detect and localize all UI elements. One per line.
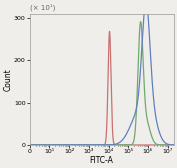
Y-axis label: Count: Count	[4, 68, 12, 91]
X-axis label: FITC-A: FITC-A	[90, 156, 114, 164]
Text: (× 10¹): (× 10¹)	[30, 3, 55, 11]
